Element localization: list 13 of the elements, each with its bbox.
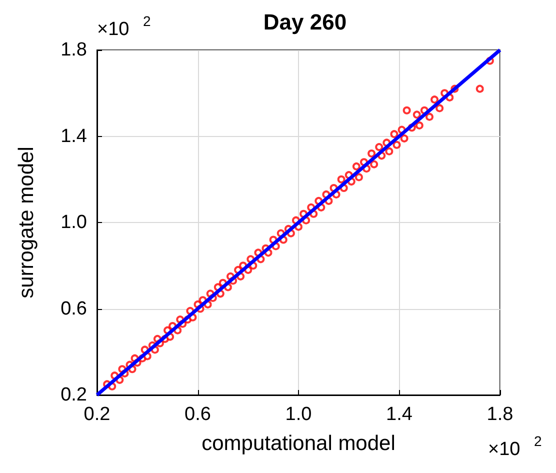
y-tick-label: 1.8 (60, 40, 87, 60)
x-tick-label: 0.2 (84, 404, 110, 425)
y-tick-label: 0.2 (60, 384, 87, 406)
x-axis-title: computational model (202, 432, 396, 455)
x-tick-label: 1.4 (386, 404, 413, 425)
x-tick-label: 1.0 (285, 404, 312, 425)
y-tick-label: 1.0 (60, 212, 87, 233)
y-axis-title: surrogate model (15, 146, 38, 298)
y-tick-label: 0.6 (60, 298, 87, 320)
x-tick-label: 0.6 (184, 404, 211, 425)
y-tick-label: 1.4 (60, 126, 88, 147)
chart-title: Day 260 (263, 10, 347, 34)
x-tick-label: 1.8 (486, 404, 514, 425)
